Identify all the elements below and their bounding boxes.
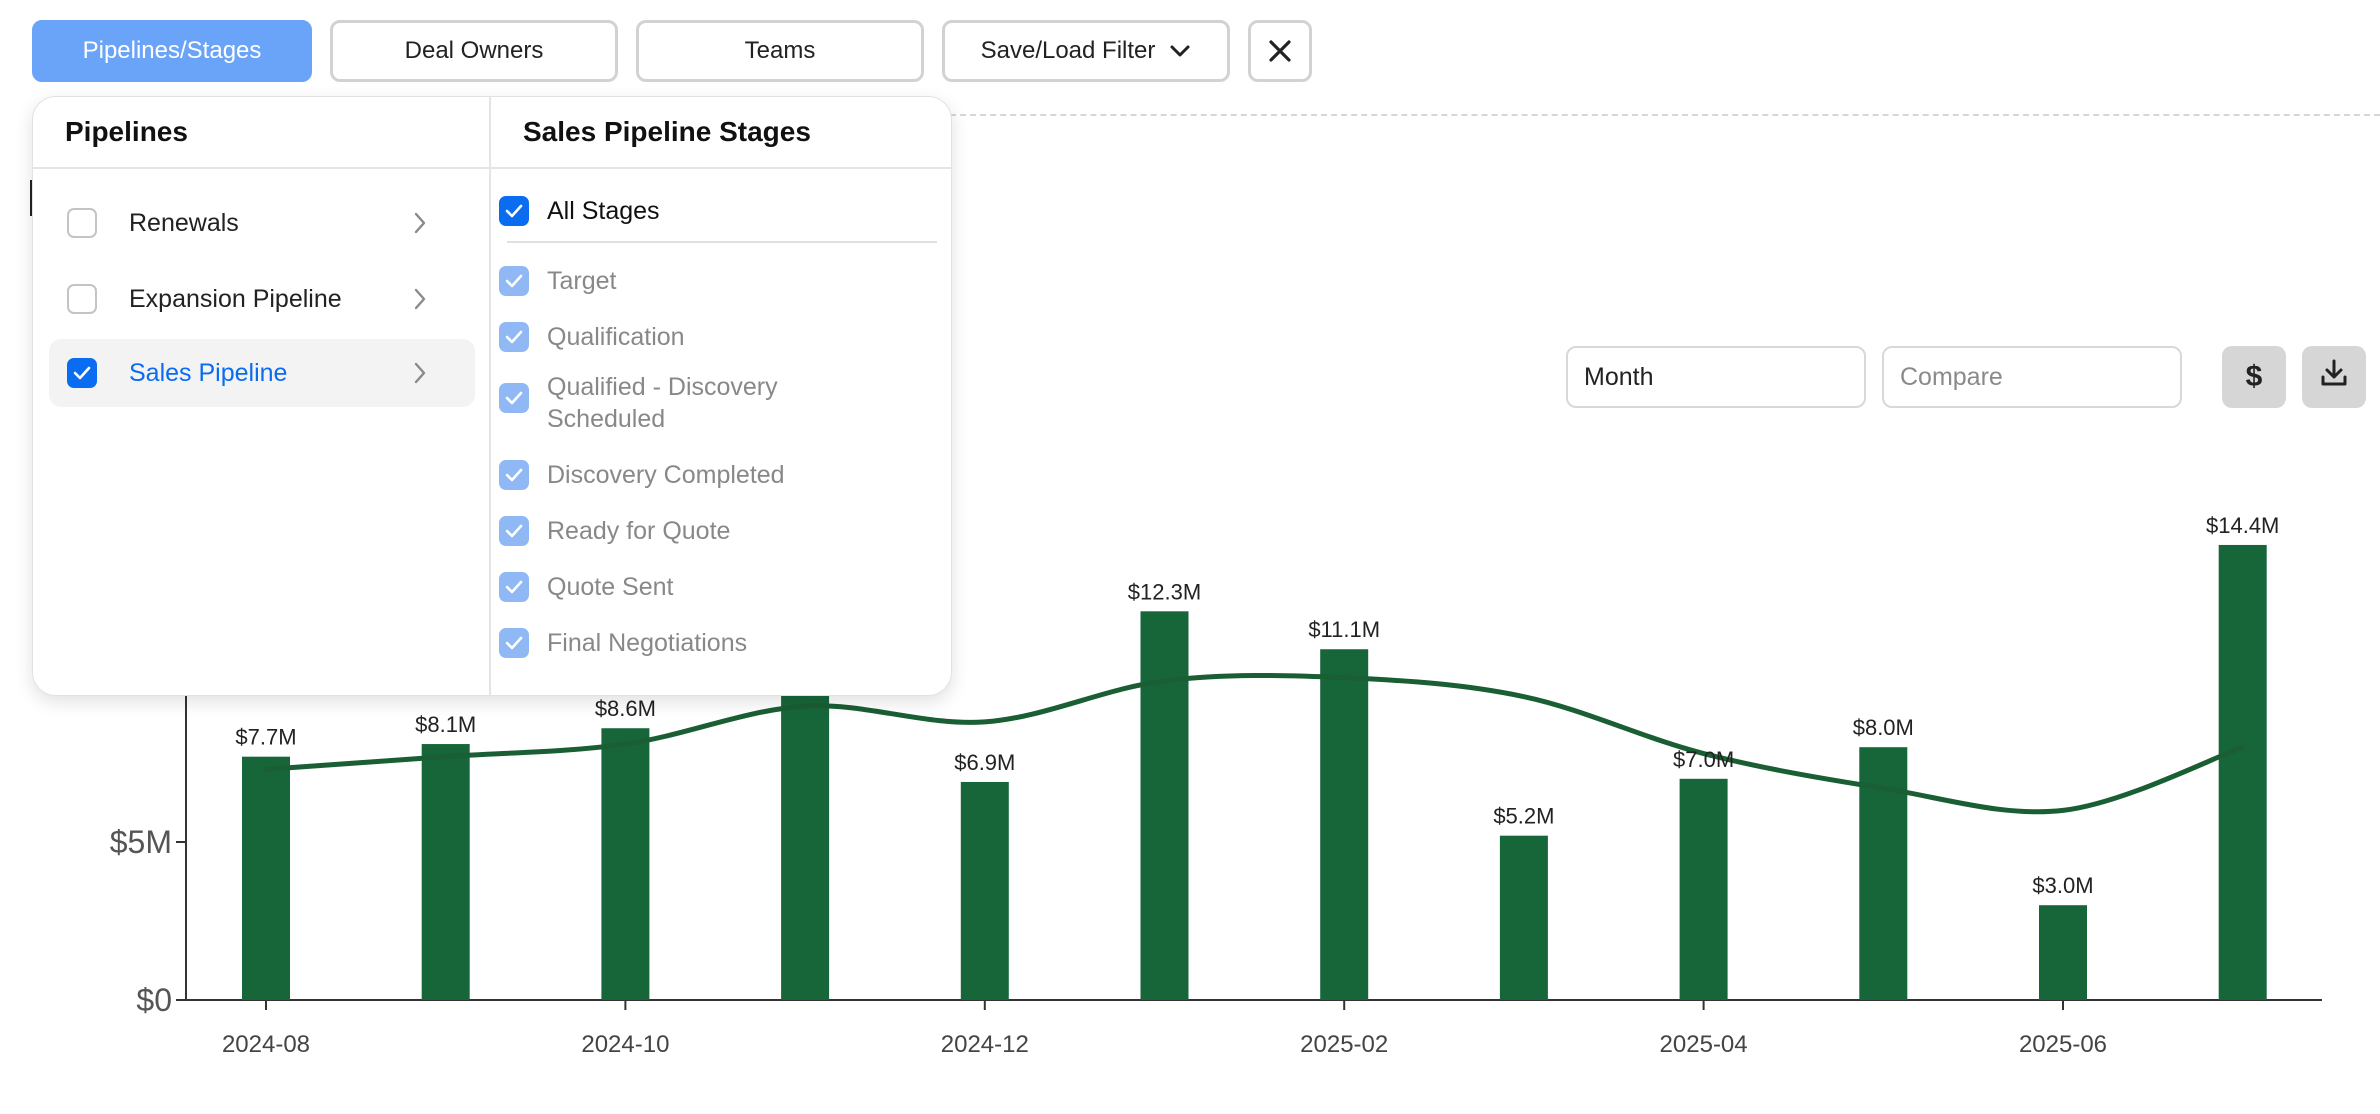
x-tick-label: 2025-02 xyxy=(1300,1031,1388,1058)
dollar-icon: $ xyxy=(2245,360,2263,393)
chart-bar xyxy=(781,684,830,1000)
pipeline-label: Sales Pipeline xyxy=(129,358,288,387)
x-tick-label: 2024-08 xyxy=(222,1031,310,1058)
bar-value-label: $11.1M xyxy=(1308,617,1380,642)
chevron-right-icon xyxy=(413,361,427,390)
chart-bar xyxy=(1320,649,1369,1000)
close-icon xyxy=(1267,38,1293,64)
x-tick-label: 2025-06 xyxy=(2019,1031,2107,1058)
download-icon xyxy=(2318,357,2350,397)
deal-owners-label: Deal Owners xyxy=(404,37,544,64)
save-load-filter-button[interactable]: Save/Load Filter xyxy=(942,20,1230,82)
bar-value-label: $8.6M xyxy=(595,696,656,721)
pipeline-item-expansion[interactable]: Expansion Pipeline xyxy=(49,265,475,333)
stage-label: Quote Sent xyxy=(547,573,674,601)
pipeline-item-sales[interactable]: Sales Pipeline xyxy=(49,339,475,407)
stage-label: Ready for Quote xyxy=(547,517,731,545)
stage-checkbox[interactable] xyxy=(499,383,529,413)
pipelines-stages-dropdown: Pipelines Renewals Expansion Pipeline Sa… xyxy=(32,96,952,696)
stage-label: Qualification xyxy=(547,323,685,351)
bar-value-label: $5.2M xyxy=(1493,804,1554,829)
stage-item[interactable]: Final Negotiations xyxy=(491,623,951,663)
pipeline-item-renewals[interactable]: Renewals xyxy=(49,189,475,257)
bar-value-label: $14.4M xyxy=(2206,513,2279,538)
y-tick-label: $0 xyxy=(136,982,172,1018)
x-tick-label: 2024-12 xyxy=(941,1031,1029,1058)
chart-bar xyxy=(421,744,470,1000)
chart-bar xyxy=(1499,835,1548,1000)
stages-divider xyxy=(507,241,937,243)
chart-bar xyxy=(1140,611,1189,1000)
currency-toggle-button[interactable]: $ xyxy=(2222,346,2286,408)
stage-checkbox[interactable] xyxy=(499,322,529,352)
download-button[interactable] xyxy=(2302,346,2366,408)
pipelines-stages-button[interactable]: Pipelines/Stages xyxy=(32,20,312,82)
compare-input[interactable] xyxy=(1882,346,2182,408)
pipeline-label: Expansion Pipeline xyxy=(129,284,342,313)
stage-item[interactable]: Ready for Quote xyxy=(491,511,951,551)
bar-value-label: $3.0M xyxy=(2032,873,2093,898)
pipelines-stages-label: Pipelines/Stages xyxy=(82,37,262,64)
bar-value-label: $7.0M xyxy=(1673,747,1734,772)
stage-checkbox[interactable] xyxy=(499,516,529,546)
stage-label: Discovery Completed xyxy=(547,461,785,489)
x-tick-label: 2024-10 xyxy=(581,1031,669,1058)
sales-checkbox[interactable] xyxy=(67,358,97,388)
expansion-checkbox[interactable] xyxy=(67,284,97,314)
pipeline-label: Renewals xyxy=(129,208,239,237)
filter-bar: Pipelines/Stages Deal Owners Teams Save/… xyxy=(32,20,1312,84)
y-tick-label: $5M xyxy=(110,824,172,860)
save-load-filter-label: Save/Load Filter xyxy=(980,37,1156,64)
stage-label: Final Negotiations xyxy=(547,629,748,657)
all-stages-checkbox[interactable] xyxy=(499,196,529,226)
trend-line xyxy=(263,672,2246,815)
stage-item[interactable]: Discovery Completed xyxy=(491,455,951,495)
stage-label: Target xyxy=(547,267,617,295)
stage-item[interactable]: Target xyxy=(491,261,951,301)
stage-item-all[interactable]: All Stages xyxy=(491,189,951,233)
stage-checkbox[interactable] xyxy=(499,628,529,658)
stage-checkbox[interactable] xyxy=(499,266,529,296)
x-tick-label: 2025-04 xyxy=(1660,1031,1748,1058)
stage-item[interactable]: Qualification xyxy=(491,317,951,357)
pipelines-column: Pipelines Renewals Expansion Pipeline Sa… xyxy=(33,97,491,695)
stage-checkbox[interactable] xyxy=(499,460,529,490)
stage-item[interactable]: Qualified - Discovery Scheduled xyxy=(491,371,951,437)
teams-label: Teams xyxy=(744,37,816,64)
teams-button[interactable]: Teams xyxy=(636,20,924,82)
stage-checkbox[interactable] xyxy=(499,572,529,602)
stage-item[interactable]: Quote Sent xyxy=(491,567,951,607)
pipelines-header: Pipelines xyxy=(33,97,489,169)
clear-filters-button[interactable] xyxy=(1248,20,1312,82)
section-divider xyxy=(940,114,2380,116)
chart-bar xyxy=(601,728,650,1000)
bar-value-label: $8.1M xyxy=(415,712,476,737)
chart-bar xyxy=(960,781,1009,1000)
chevron-down-icon xyxy=(1169,44,1191,58)
stage-label: Qualified - Discovery Scheduled xyxy=(547,373,778,433)
stages-column: Sales Pipeline Stages All Stages Target … xyxy=(491,97,951,695)
bar-value-label: $12.3M xyxy=(1128,579,1201,604)
stages-header: Sales Pipeline Stages xyxy=(491,97,951,169)
chart-bar xyxy=(2039,905,2087,1000)
bar-value-label: $7.7M xyxy=(235,725,296,750)
chevron-right-icon xyxy=(413,287,427,316)
chart-bar xyxy=(1679,778,1728,1000)
chevron-right-icon xyxy=(413,211,427,240)
deal-owners-button[interactable]: Deal Owners xyxy=(330,20,618,82)
all-stages-label: All Stages xyxy=(547,197,660,225)
renewals-checkbox[interactable] xyxy=(67,208,97,238)
chart-bar xyxy=(2218,544,2267,1000)
bar-value-label: $6.9M xyxy=(954,750,1015,775)
period-select[interactable] xyxy=(1566,346,1866,408)
chart-bar xyxy=(242,756,290,1000)
bar-value-label: $8.0M xyxy=(1853,715,1914,740)
